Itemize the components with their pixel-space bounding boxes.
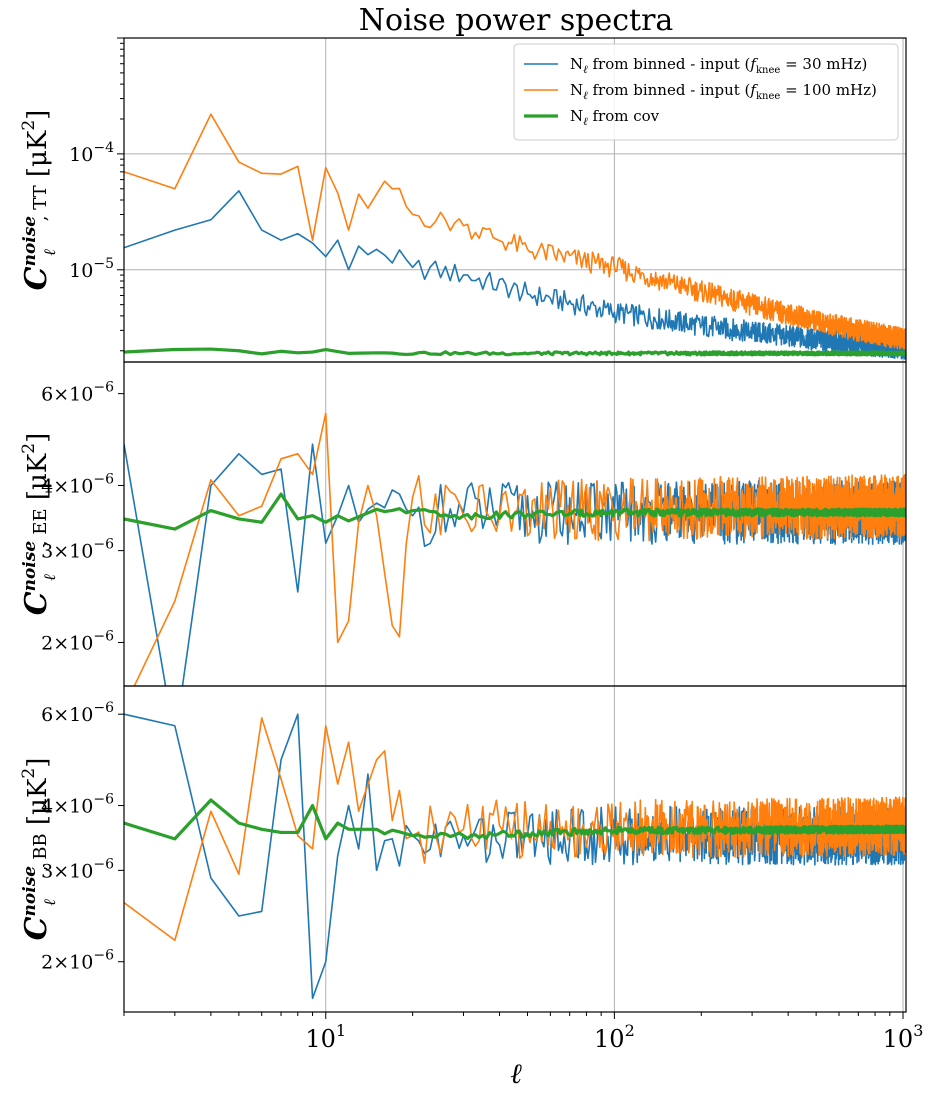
y-tick-label: 3×10−6 bbox=[41, 537, 114, 563]
x-tick-label: 102 bbox=[594, 1021, 635, 1053]
y-tick-label: 10−4 bbox=[69, 140, 114, 166]
series-line-cov bbox=[124, 798, 906, 841]
legend: Nℓ from binned - input (fknee = 30 mHz) N… bbox=[513, 43, 899, 141]
series-line-binned-30mhz bbox=[124, 190, 906, 360]
panel-frame bbox=[123, 685, 907, 1013]
x-tick-label: 103 bbox=[883, 1021, 924, 1053]
x-axis: 101 102 103 bbox=[123, 1012, 924, 1053]
series-line-binned-100mhz bbox=[133, 412, 906, 686]
series-group bbox=[124, 713, 906, 1000]
panel-bb: 6×10−6 4×10−6 3×10−6 2×10−6 Cnoiseℓ, BB [μK2… bbox=[19, 685, 907, 1013]
y-tick-label: 6×10−6 bbox=[41, 700, 114, 726]
y-tick-label: 4×10−6 bbox=[41, 471, 114, 497]
y-axis-label: Cnoiseℓ, TT [μK2] bbox=[19, 110, 59, 291]
panel-tt: 10−4 10−5 Cnoiseℓ, TT [μK2] bbox=[19, 37, 907, 363]
series-line-cov bbox=[124, 347, 906, 357]
series-group bbox=[124, 113, 906, 360]
y-tick-label: 4×10−6 bbox=[41, 792, 114, 818]
x-tick-label: 101 bbox=[305, 1021, 346, 1053]
legend-entry-label: Nℓ from cov bbox=[570, 107, 660, 128]
series-line-binned-100mhz bbox=[124, 113, 906, 350]
y-tick-label: 10−5 bbox=[69, 256, 114, 282]
y-tick-label: 3×10−6 bbox=[41, 856, 114, 882]
panels-group: 10−4 10−5 Cnoiseℓ, TT [μK2] 6×10−6 4×10−6 3×1… bbox=[19, 37, 907, 1013]
y-axis-label: Cnoiseℓ, BB [μK2] bbox=[19, 758, 59, 941]
series-group bbox=[124, 412, 906, 686]
legend-box bbox=[513, 43, 899, 141]
legend-entry-label: Nℓ from binned - input (fknee = 100 mHz) bbox=[570, 81, 877, 102]
series-line-binned-100mhz bbox=[124, 717, 906, 942]
y-tick-label: 2×10−6 bbox=[41, 628, 114, 654]
panel-ee: 6×10−6 4×10−6 3×10−6 2×10−6 Cnoiseℓ, EE [μK2… bbox=[19, 361, 907, 687]
chart-title: Noise power spectra bbox=[359, 3, 674, 38]
legend-entry-label: Nℓ from binned - input (fknee = 30 mHz) bbox=[570, 55, 867, 76]
y-axis-label: Cnoiseℓ, EE [μK2] bbox=[19, 433, 59, 616]
y-tick-label: 2×10−6 bbox=[41, 948, 114, 974]
x-axis-label: ℓ bbox=[510, 1057, 522, 1090]
series-line-cov bbox=[124, 492, 906, 531]
y-tick-label: 6×10−6 bbox=[41, 380, 114, 406]
